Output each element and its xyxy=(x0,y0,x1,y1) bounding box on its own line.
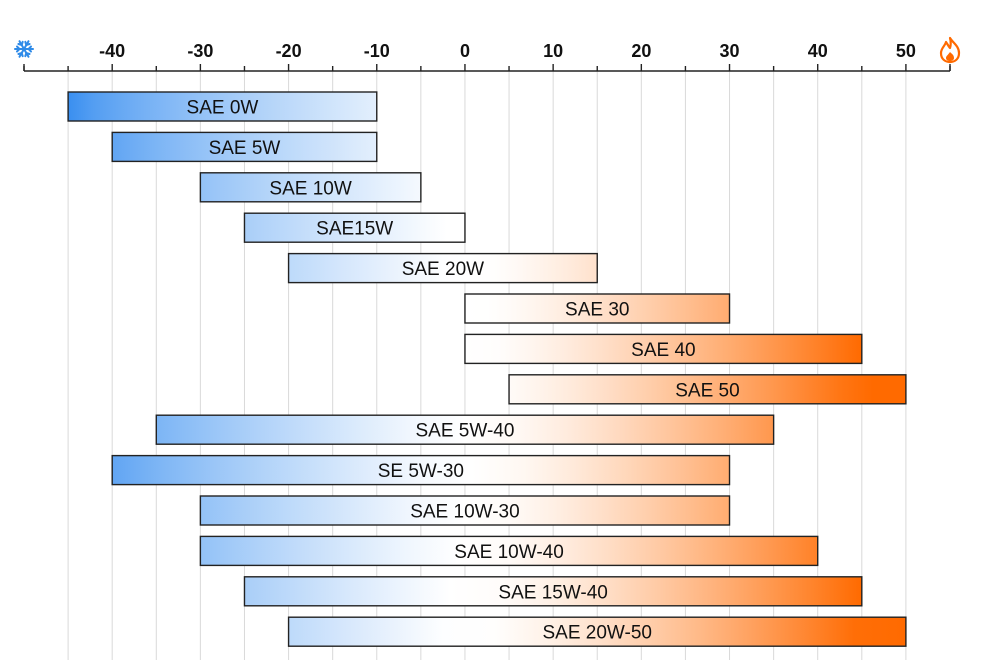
bar-label: SAE 10W-30 xyxy=(410,502,519,523)
bar-label: SE 5W-30 xyxy=(378,461,464,482)
bar-label: SAE 5W xyxy=(209,138,281,159)
bar-label: SAE 10W-40 xyxy=(454,542,563,563)
bar-sae-0w xyxy=(67,91,378,122)
tick-label: 40 xyxy=(808,41,828,61)
bar-label: SAE 30 xyxy=(565,300,629,321)
bar-sae-5w xyxy=(111,131,378,163)
bar-sae-20w-50 xyxy=(287,616,907,647)
bar-sae-5w-40 xyxy=(155,414,775,445)
x-axis: -40 -30 -20 -10 0 10 20 30 40 50 xyxy=(23,41,951,72)
bar-sae-20w xyxy=(287,252,598,284)
tick-label: 20 xyxy=(631,41,651,61)
bar-se-5w-30 xyxy=(111,454,731,486)
bar-label: SAE15W xyxy=(316,219,393,240)
bar-label: SAE 15W-40 xyxy=(498,582,607,603)
bar-label: SAE 20W-50 xyxy=(542,623,651,644)
bar-label: SAE 0W xyxy=(187,98,259,119)
tick-label: 30 xyxy=(720,41,740,61)
bar-sae15w xyxy=(243,212,466,243)
bar-sae-30 xyxy=(464,293,731,324)
tick-label: -30 xyxy=(187,41,213,61)
tick-label: -10 xyxy=(364,41,390,61)
bar-sae-15w-40 xyxy=(243,576,863,607)
bar-sae-10w xyxy=(199,172,422,203)
tick-label: 10 xyxy=(543,41,563,61)
bar-label: SAE 5W-40 xyxy=(415,421,514,442)
bar-sae-50 xyxy=(508,374,907,405)
bar-label: SAE 50 xyxy=(675,380,739,401)
bar-label: SAE 40 xyxy=(631,340,695,361)
bar-label: SAE 10W xyxy=(269,178,351,199)
snowflake-icon xyxy=(14,40,34,58)
tick-label: -40 xyxy=(99,41,125,61)
bar-sae-40 xyxy=(464,333,863,365)
bar-label: SAE 20W xyxy=(402,259,484,280)
tick-label: -20 xyxy=(276,41,302,61)
tick-label: 0 xyxy=(460,41,470,61)
flame-icon xyxy=(939,36,961,64)
tick-label: 50 xyxy=(896,41,916,61)
bar-sae-10w-30 xyxy=(199,495,731,526)
bar-sae-10w-40 xyxy=(199,535,819,567)
